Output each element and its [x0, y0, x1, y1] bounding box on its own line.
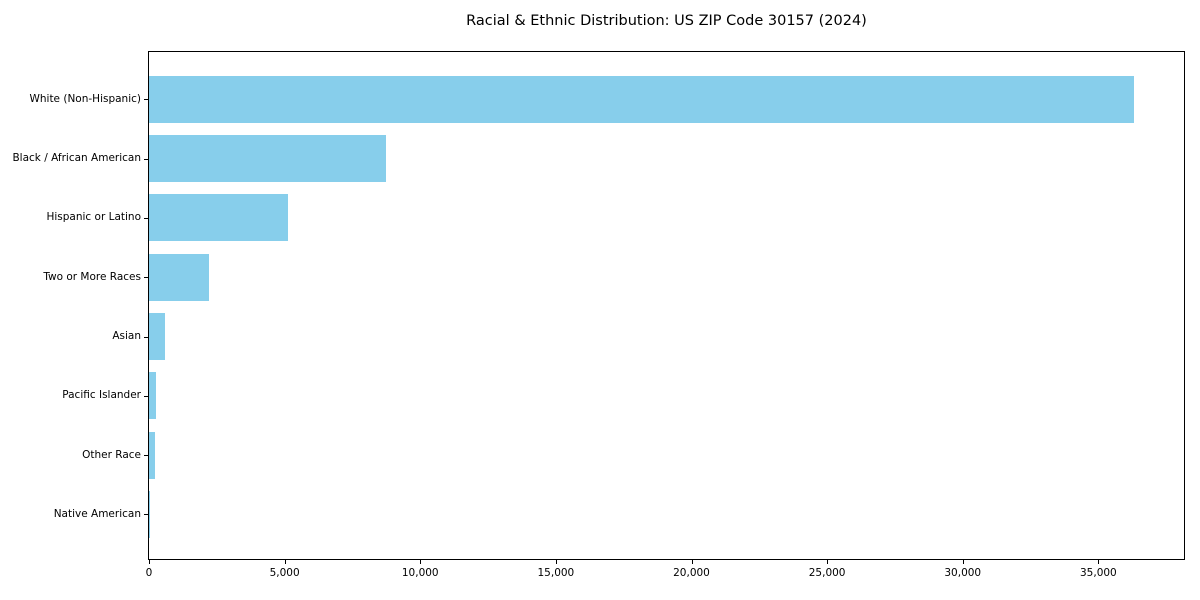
plot-area: White (Non-Hispanic) Black / African Amer…: [12, 51, 1185, 579]
y-axis-tick: [144, 455, 149, 457]
y-axis-tick: [144, 395, 149, 397]
chart-title: Racial & Ethnic Distribution: US ZIP Cod…: [466, 13, 867, 29]
bar-other-race: [149, 431, 155, 479]
y-axis-label-hispanic-or-latino: Hispanic or Latino: [46, 211, 141, 224]
y-axis-label-asian: Asian: [112, 330, 141, 342]
x-axis-tick: [827, 559, 829, 564]
x-axis-tick: [555, 559, 557, 564]
x-axis-tick: [149, 559, 150, 564]
x-axis-tick-label: 30,000: [944, 567, 982, 579]
bar-hispanic-or-latino: [149, 194, 288, 242]
y-axis-tick: [144, 99, 149, 101]
x-axis-tick: [691, 559, 693, 564]
y-axis-label-other-race: Other Race: [82, 448, 141, 461]
bar-native-american: [149, 490, 150, 538]
bar-asian: [149, 313, 165, 360]
bar-pacific-islander: [149, 372, 156, 420]
x-axis-tick-label: 5,000: [269, 567, 300, 579]
y-axis-tick: [144, 277, 149, 279]
y-axis-tick: [144, 514, 149, 516]
x-axis-tick-label: 10,000: [401, 567, 439, 579]
y-axis-tick: [144, 336, 149, 338]
y-axis-tick: [144, 217, 149, 219]
x-axis-tick-label: 0: [145, 567, 153, 579]
y-axis-label-two-or-more-races: Two or More Races: [43, 270, 141, 283]
x-axis-tick-label: 20,000: [673, 567, 710, 579]
x-axis-tick-label: 25,000: [808, 567, 846, 579]
x-axis-tick: [420, 559, 422, 564]
y-axis-label-pacific-islander: Pacific Islander: [62, 389, 141, 402]
x-axis-tick-label: 35,000: [1080, 567, 1117, 579]
bar-white-non-hispanic: [149, 75, 1134, 123]
bar-two-or-more-races: [149, 253, 210, 301]
y-axis-tick: [144, 158, 149, 160]
x-axis-tick: [284, 559, 286, 564]
y-axis-label-native-american: Native American: [53, 507, 141, 520]
bar-black-african-american: [149, 135, 386, 183]
y-axis-label-black-african-american: Black / African American: [12, 152, 141, 165]
y-axis-label-white-non-hispanic: White (Non-Hispanic): [29, 92, 141, 105]
x-axis-tick-label: 15,000: [537, 567, 575, 579]
x-axis-tick: [1098, 559, 1100, 564]
x-axis-tick: [962, 559, 964, 564]
